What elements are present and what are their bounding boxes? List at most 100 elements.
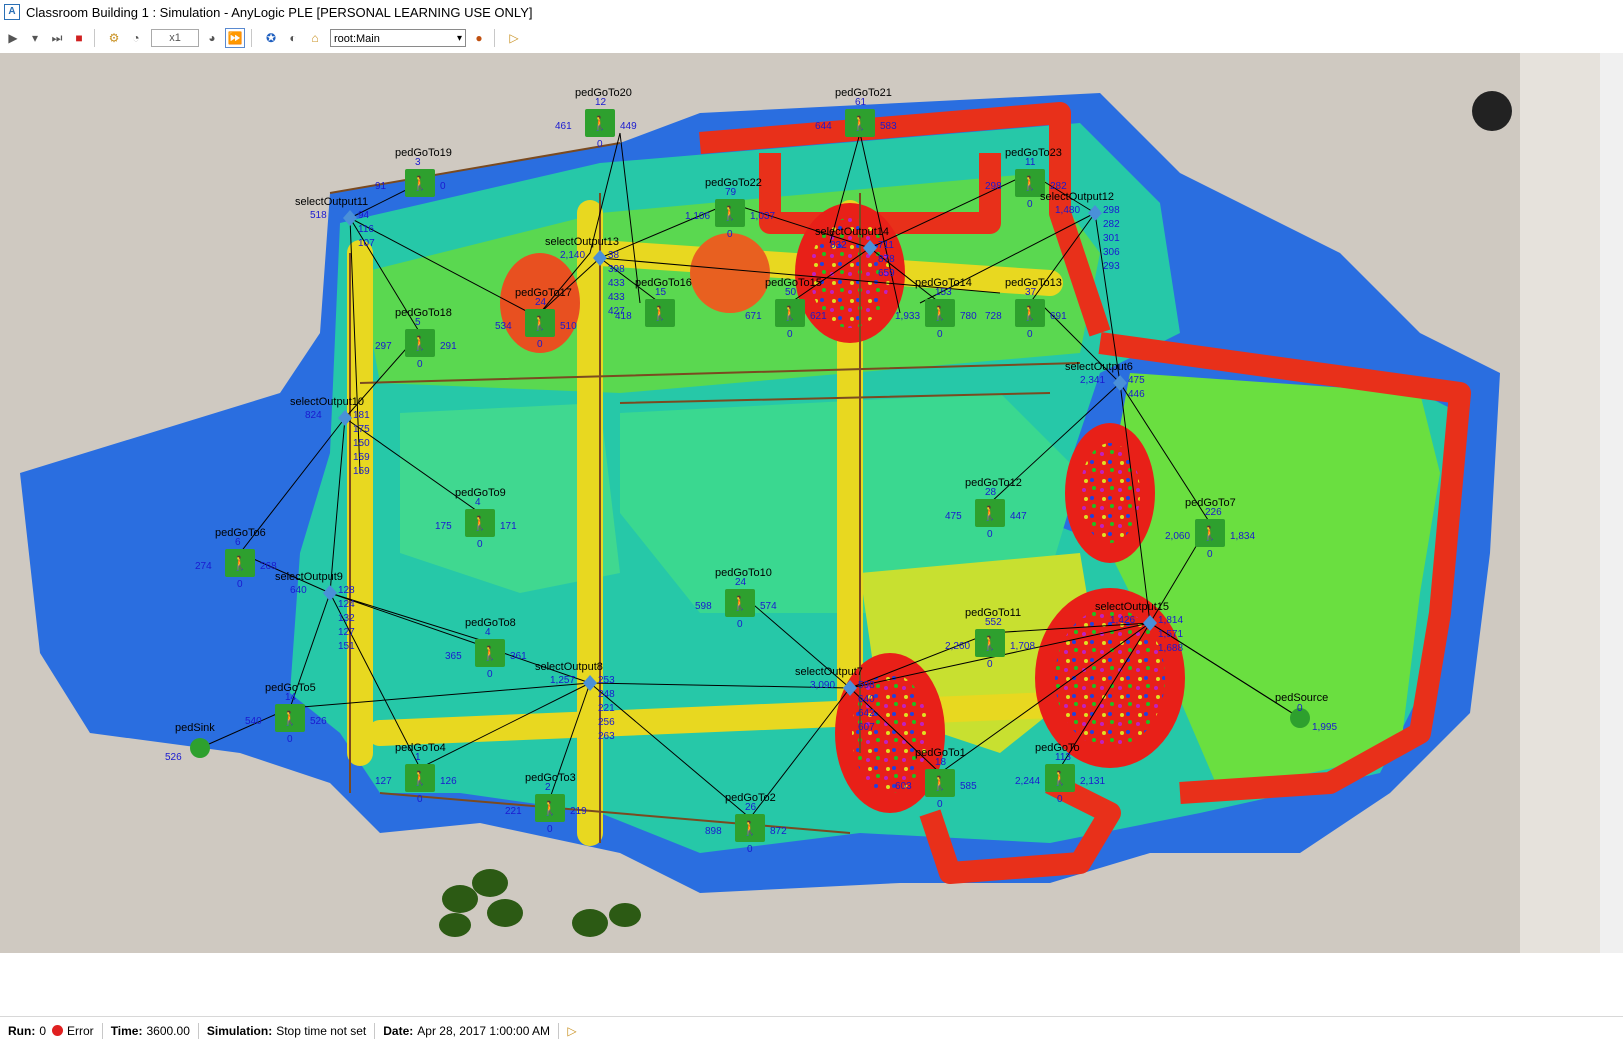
block-count-label: 0 — [1027, 329, 1033, 340]
pedestrian-goto-icon: 🚶 — [1195, 519, 1225, 547]
block-count-label: 621 — [810, 311, 827, 322]
block-name-label: pedGoTo23 — [1005, 147, 1062, 159]
vertical-scrollbar[interactable] — [1600, 53, 1623, 953]
block-count-label: 398 — [608, 264, 625, 275]
block-count-label: 1,834 — [1230, 531, 1256, 542]
pedestrian-goto-icon: 🚶 — [845, 109, 875, 137]
block-count-label: 832 — [830, 240, 847, 251]
model-info-icon[interactable]: ✪ — [265, 31, 277, 45]
block-count-label: 449 — [620, 121, 637, 132]
block-count-label: 0 — [787, 329, 793, 340]
block-count-label: 256 — [598, 717, 615, 728]
block-count-label: 475 — [945, 511, 962, 522]
block-name-label: selectOutput8 — [535, 661, 603, 673]
slow-icon[interactable]: ◔ — [132, 31, 140, 45]
block-count-label: 878 — [878, 254, 895, 265]
block-count-label: 526 — [165, 752, 182, 763]
back-icon[interactable]: ◐ — [289, 31, 297, 45]
block-count-label: 642 — [858, 708, 875, 719]
block-count-label: 447 — [1010, 511, 1027, 522]
block-count-label: 0 — [1207, 549, 1213, 560]
block-count-label: 132 — [338, 613, 355, 624]
pedestrian-goto-icon: 🚶 — [405, 764, 435, 792]
block-count-label: 691 — [1050, 311, 1067, 322]
block-count-label: 583 — [880, 121, 897, 132]
block-count-label: 0 — [440, 181, 446, 192]
block-count-label: 0 — [237, 579, 243, 590]
block-name-label: pedGoTo4 — [395, 742, 446, 754]
block-count-label: 11 — [1025, 157, 1036, 168]
block-count-label: 644 — [815, 121, 832, 132]
pedestrian-goto-icon: 🚶 — [725, 589, 755, 617]
block-name-label: selectOutput14 — [815, 226, 889, 238]
block-count-label: 18 — [935, 757, 947, 768]
block-count-label: 2,060 — [1165, 531, 1191, 542]
block-name-label: pedGoTo6 — [215, 527, 266, 539]
block-count-label: 4 — [475, 497, 481, 508]
block-count-label: 12 — [595, 97, 607, 108]
experiment-icon[interactable]: ⚙ — [108, 31, 120, 45]
block-name-label: pedSource — [1275, 692, 1329, 704]
pedestrian-goto-icon: 🚶 — [925, 299, 955, 327]
home-icon[interactable]: ⌂ — [311, 31, 319, 45]
block-count-label: 221 — [598, 703, 615, 714]
block-count-label: 50 — [785, 287, 797, 298]
pause-dropdown-icon[interactable]: ▾ — [31, 31, 39, 45]
block-count-label: 24 — [535, 297, 547, 308]
block-count-label: 3,090 — [810, 680, 836, 691]
simulation-canvas[interactable]: pedGoTo20 🚶 12 461 449 0 pedGoTo21 🚶 61 644 583 ped… — [0, 53, 1600, 953]
block-count-label: 640 — [858, 694, 875, 705]
block-name-label: pedGoTo12 — [965, 477, 1022, 489]
block-name-label: pedGoTo19 — [395, 147, 452, 159]
block-count-label: 1 — [415, 752, 421, 763]
block-count-label: 1,933 — [895, 311, 921, 322]
block-count-label: 0 — [547, 824, 553, 835]
block-count-label: 2,341 — [1080, 375, 1106, 386]
block-count-label: 226 — [1205, 507, 1222, 518]
pedestrian-goto-icon: 🚶 — [475, 639, 505, 667]
block-name-label: pedGoTo22 — [705, 177, 762, 189]
pedestrian-goto-icon: 🚶 — [975, 499, 1005, 527]
block-count-label: 1,106 — [685, 211, 711, 222]
navigation-select[interactable]: root:Main ▾ — [330, 29, 466, 47]
pedestrian-goto-icon: 🚶 — [645, 299, 675, 327]
dropdown-go-icon[interactable]: ● — [475, 31, 483, 45]
block-count-label: 534 — [495, 321, 512, 332]
block-count-label: 671 — [745, 311, 762, 322]
block-count-label: 0 — [727, 229, 733, 240]
play-small-icon[interactable]: ▷ — [509, 31, 519, 45]
block-name-label: pedGoTo1 — [915, 747, 966, 759]
run-icon[interactable]: ▶ — [8, 31, 18, 45]
block-count-label: 116 — [358, 224, 374, 235]
block-name-label: pedGoTo8 — [465, 617, 516, 629]
pedestrian-goto-icon: 🚶 — [535, 794, 565, 822]
pedestrian-goto-icon: 🚶 — [975, 629, 1005, 657]
block-count-label: 268 — [260, 561, 277, 572]
block-name-label: pedGoTo — [1035, 742, 1080, 754]
block-count-label: 248 — [598, 689, 615, 700]
speed-field[interactable]: x1 — [151, 29, 199, 47]
stop-icon[interactable]: ■ — [75, 31, 83, 45]
block-count-label: 253 — [598, 675, 615, 686]
realtime-icon[interactable]: ⏩ — [225, 28, 245, 48]
block-count-label: 552 — [985, 617, 1002, 628]
block-count-label: 1,688 — [1158, 643, 1184, 654]
block-count-label: 598 — [858, 680, 875, 691]
block-count-label: 433 — [608, 278, 625, 289]
step-icon[interactable]: ⏭ — [51, 30, 63, 45]
block-count-label: 0 — [737, 619, 743, 630]
block-count-label: 293 — [1103, 261, 1120, 272]
block-count-label: 0 — [417, 794, 423, 805]
block-count-label: 433 — [608, 292, 625, 303]
run-status: Run: 0 Error — [0, 1022, 103, 1039]
block-name-label: selectOutput10 — [290, 396, 364, 408]
fast-icon[interactable]: ◕ — [208, 31, 216, 45]
block-count-label: 26 — [745, 802, 757, 813]
block-count-label: 126 — [440, 776, 457, 787]
play-small-icon[interactable]: ▷ — [567, 1023, 577, 1038]
block-count-label: 518 — [310, 210, 327, 221]
block-name-label: pedGoTo15 — [765, 277, 822, 289]
block-count-label: 0 — [1027, 199, 1033, 210]
toolbar-separator — [494, 29, 495, 47]
block-count-label: 171 — [500, 521, 517, 532]
